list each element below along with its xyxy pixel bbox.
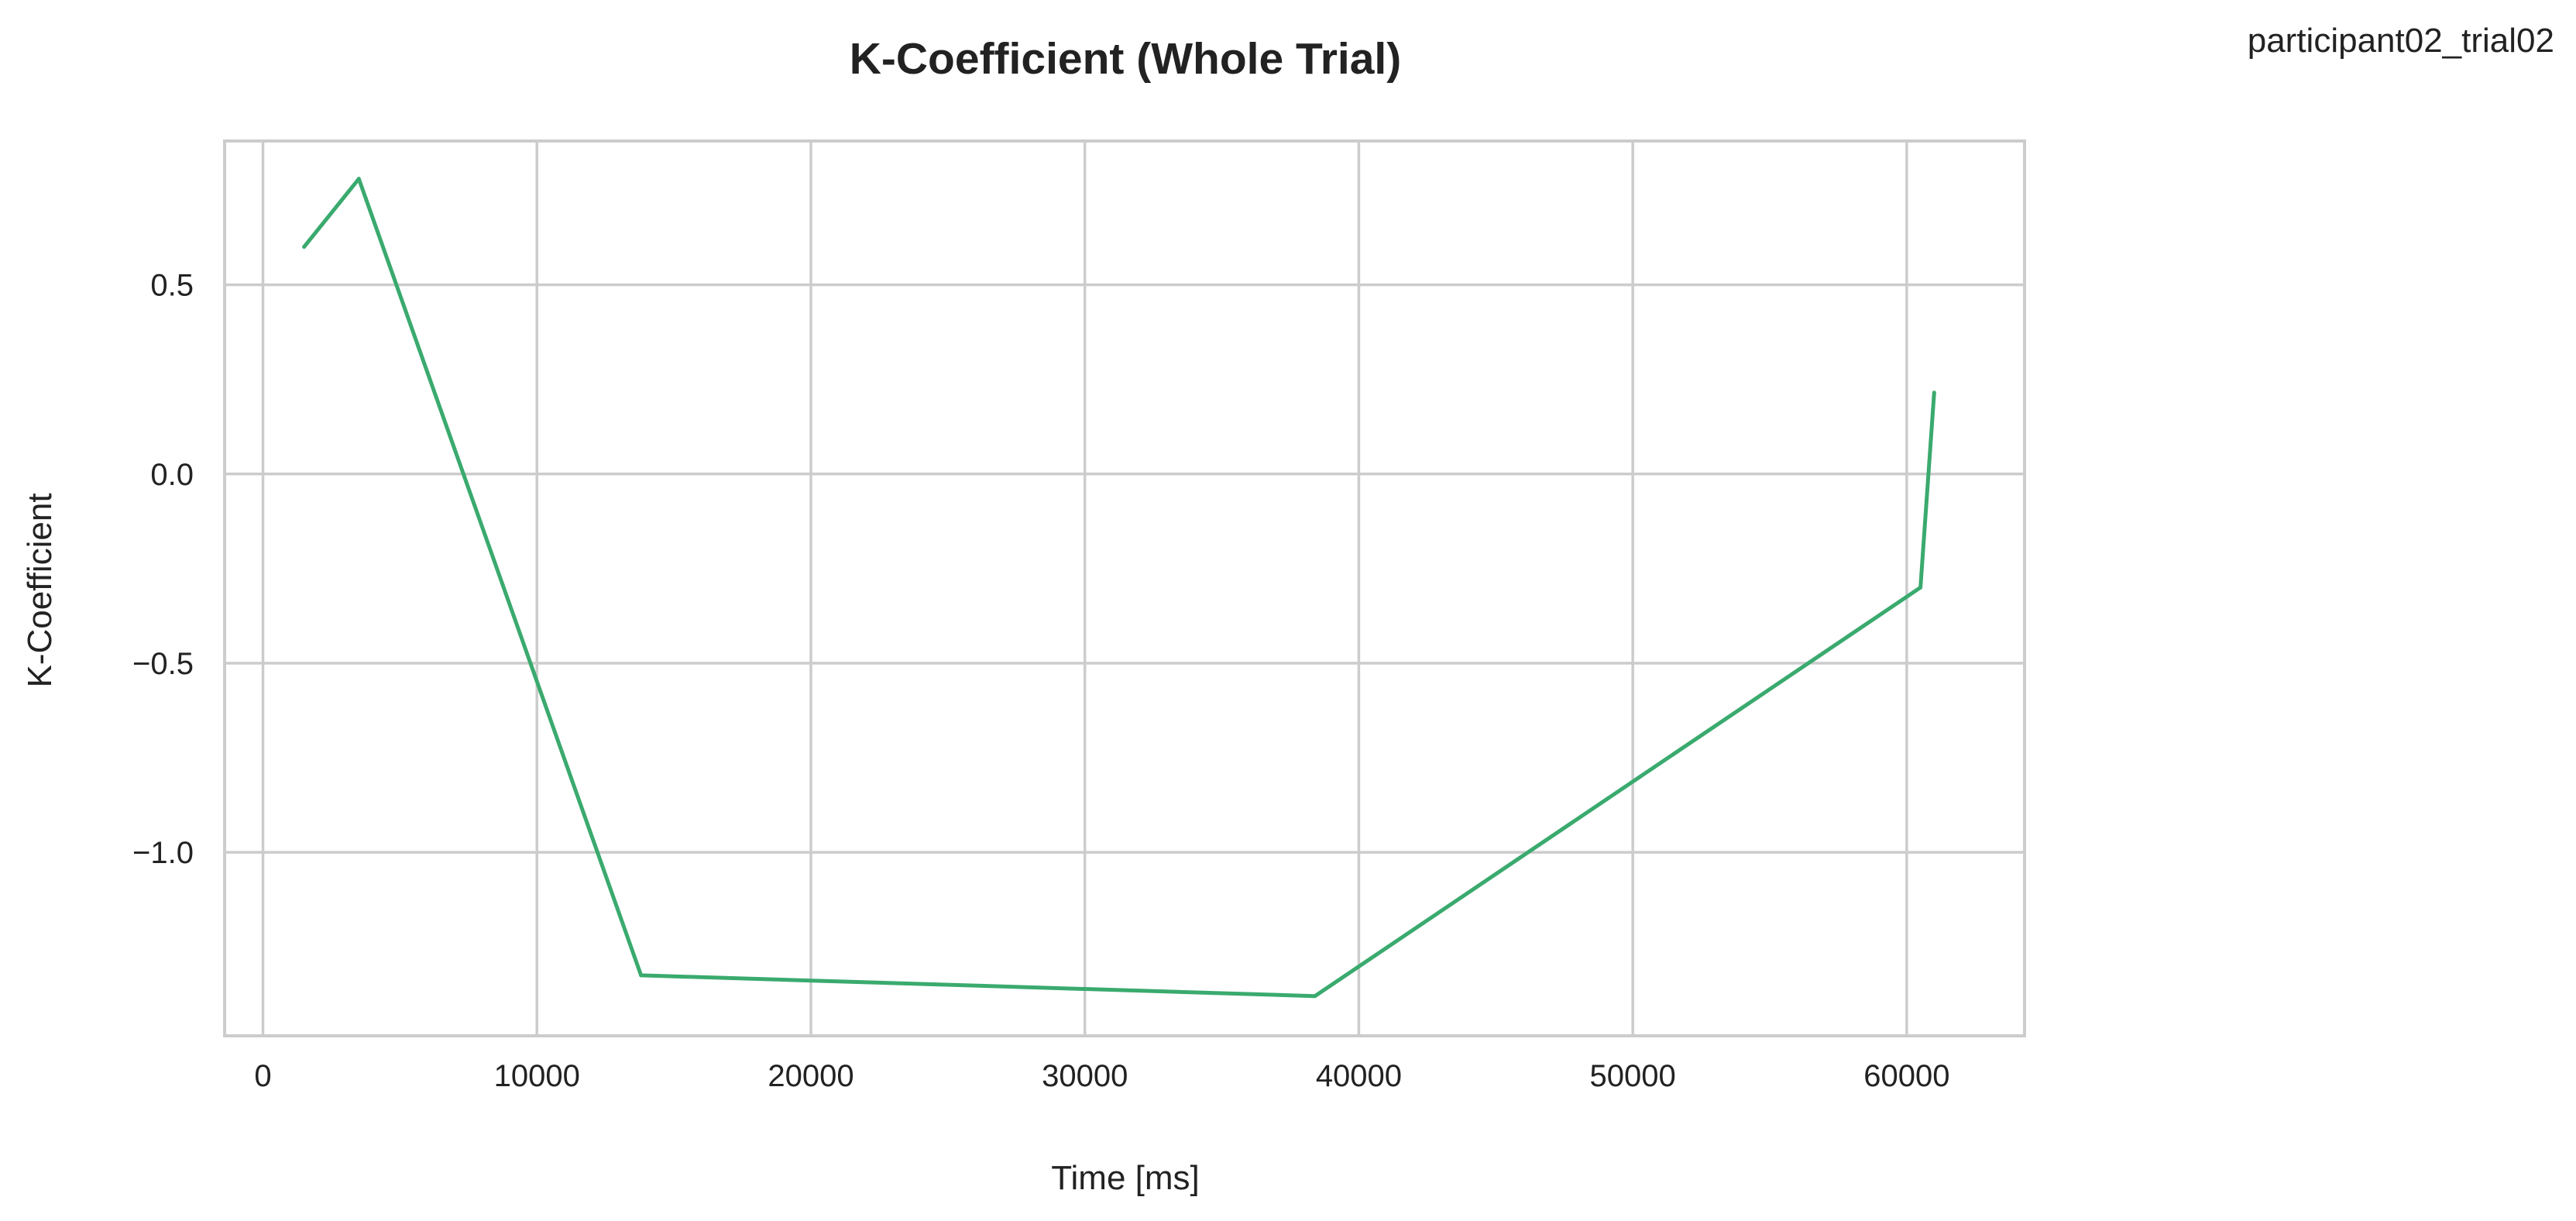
x-tick-label: 0 [254,1059,271,1093]
series-layer [302,177,1936,999]
data-point [302,245,307,249]
data-point [1932,390,1936,395]
x-tick-label: 30000 [1042,1059,1128,1093]
plot-frame [223,139,2026,1037]
x-tick-label: 10000 [494,1059,580,1093]
y-tick-label: −1.0 [132,836,194,870]
participant-trial-label: participant02_trial02 [2248,22,2554,60]
x-tick-label: 50000 [1590,1059,1676,1093]
data-point [356,177,361,181]
x-axis-label: Time [ms] [1051,1159,1199,1197]
y-tick-label: 0.0 [150,458,194,492]
x-tick-label: 60000 [1863,1059,1949,1093]
k-coefficient-line [302,177,1936,999]
data-point [1313,994,1317,999]
x-tick-label: 20000 [768,1059,854,1093]
y-axis-label: K-Coefficient [21,493,59,687]
data-point [639,973,644,978]
chart-title: K-Coefficient (Whole Trial) [850,34,1402,84]
y-tick-label: 0.5 [150,269,194,303]
x-tick-label: 40000 [1316,1059,1402,1093]
grid-lines [225,141,2025,1036]
tick-labels: 0 10000 20000 30000 40000 50000 60000 −1.0 −0.5 0… [132,269,1949,1093]
data-point [1918,585,1923,590]
y-tick-label: −0.5 [132,647,194,681]
